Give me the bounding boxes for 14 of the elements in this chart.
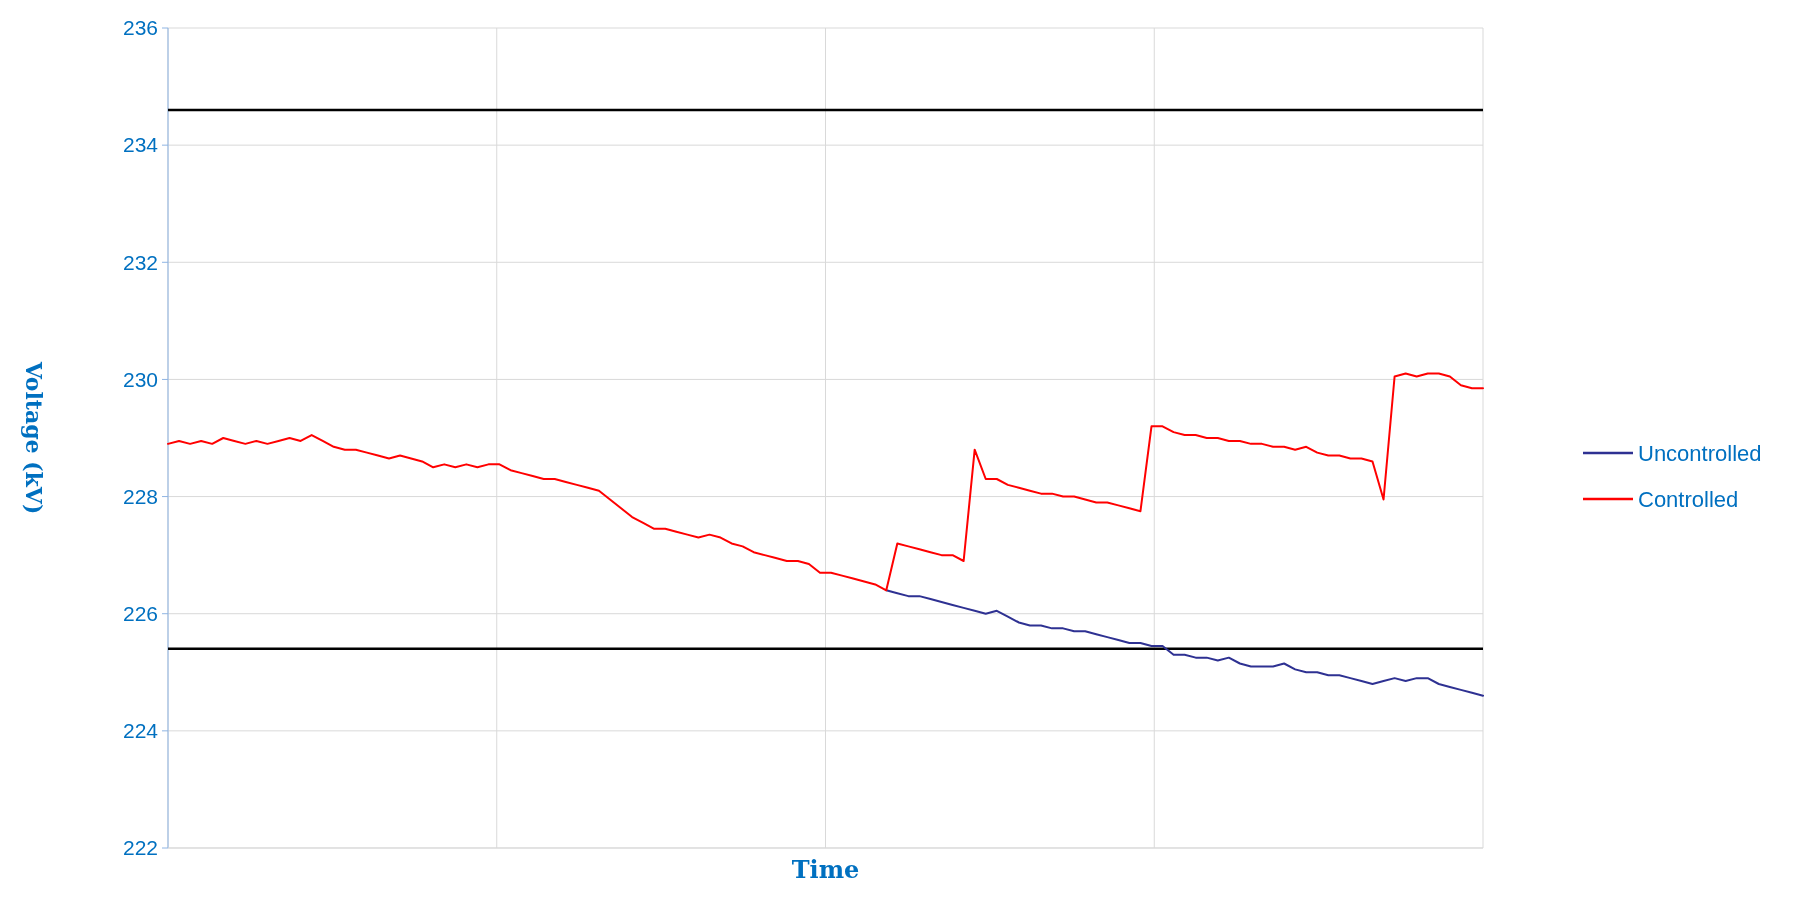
legend-label: Controlled <box>1638 486 1739 512</box>
y-tick-label: 228 <box>122 484 158 508</box>
y-tick-label: 232 <box>122 250 158 274</box>
y-tick-label: 236 <box>122 16 158 40</box>
x-axis-title: Time <box>791 855 860 884</box>
line-series <box>167 372 1484 592</box>
y-tick-label: 224 <box>122 719 159 743</box>
y-tick-label: 222 <box>122 836 158 860</box>
y-tick-label: 234 <box>122 133 159 157</box>
y-tick-label: 226 <box>122 602 158 626</box>
y-tick-label: 230 <box>122 367 158 391</box>
line-series <box>885 589 1484 697</box>
y-axis-title: Voltage (kV) <box>21 360 47 515</box>
legend-label: Uncontrolled <box>1638 440 1762 466</box>
